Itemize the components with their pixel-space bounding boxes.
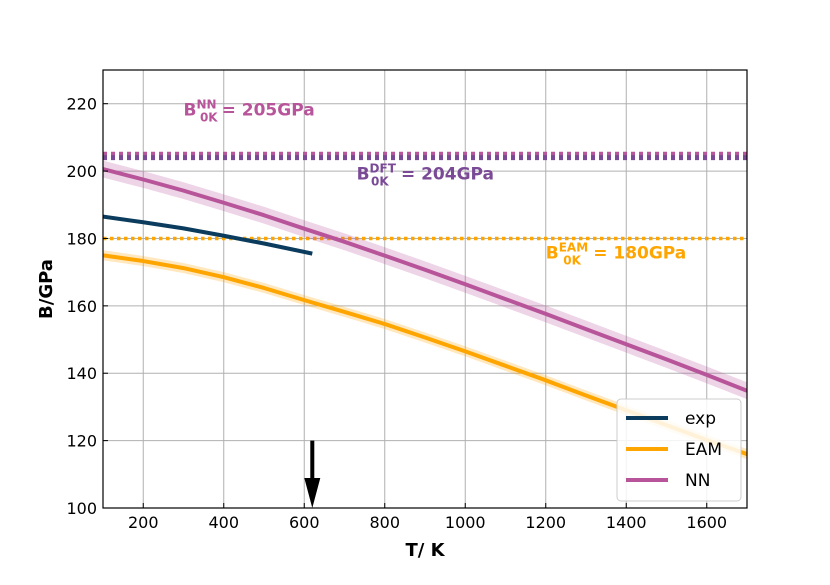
- x-axis-label: T/ K: [405, 540, 445, 561]
- legend-box: [616, 398, 742, 502]
- legend-label-exp: exp: [685, 409, 716, 429]
- x-tick-label: 200: [128, 513, 159, 532]
- arrow-head: [304, 478, 321, 508]
- y-axis-label: B/GPa: [36, 259, 57, 319]
- legend-label-NN: NN: [685, 471, 710, 491]
- x-tick-label: 1000: [445, 513, 486, 532]
- legend: exp EAM NN: [616, 398, 742, 502]
- x-tick-label: 800: [369, 513, 400, 532]
- uncertainty-band: [103, 160, 747, 400]
- series-line-NN: [103, 167, 747, 393]
- x-tick-label: 1400: [606, 513, 647, 532]
- y-tick-label: 200: [66, 162, 97, 181]
- legend-label-EAM: EAM: [685, 440, 722, 460]
- annotation-label: BEAM 0K = 180GPa: [546, 241, 687, 268]
- plot-area: [103, 151, 747, 460]
- y-tick-label: 140: [66, 364, 97, 383]
- x-tick-label: 400: [208, 513, 239, 532]
- y-tick-label: 160: [66, 297, 97, 316]
- axes-frame: [102, 69, 748, 509]
- series-line-exp: [103, 214, 313, 256]
- x-tick-label: 1600: [686, 513, 727, 532]
- annotation-label: BNN 0K = 205GPa: [184, 97, 315, 124]
- x-tick-label: 1200: [525, 513, 566, 532]
- y-tick-label: 120: [66, 432, 97, 451]
- y-tick-label: 100: [66, 499, 97, 518]
- x-tick-label: 600: [289, 513, 320, 532]
- annotation-label: BDFT 0K = 204GPa: [357, 162, 494, 189]
- y-tick-label: 180: [66, 229, 97, 248]
- y-tick-label: 220: [66, 95, 97, 114]
